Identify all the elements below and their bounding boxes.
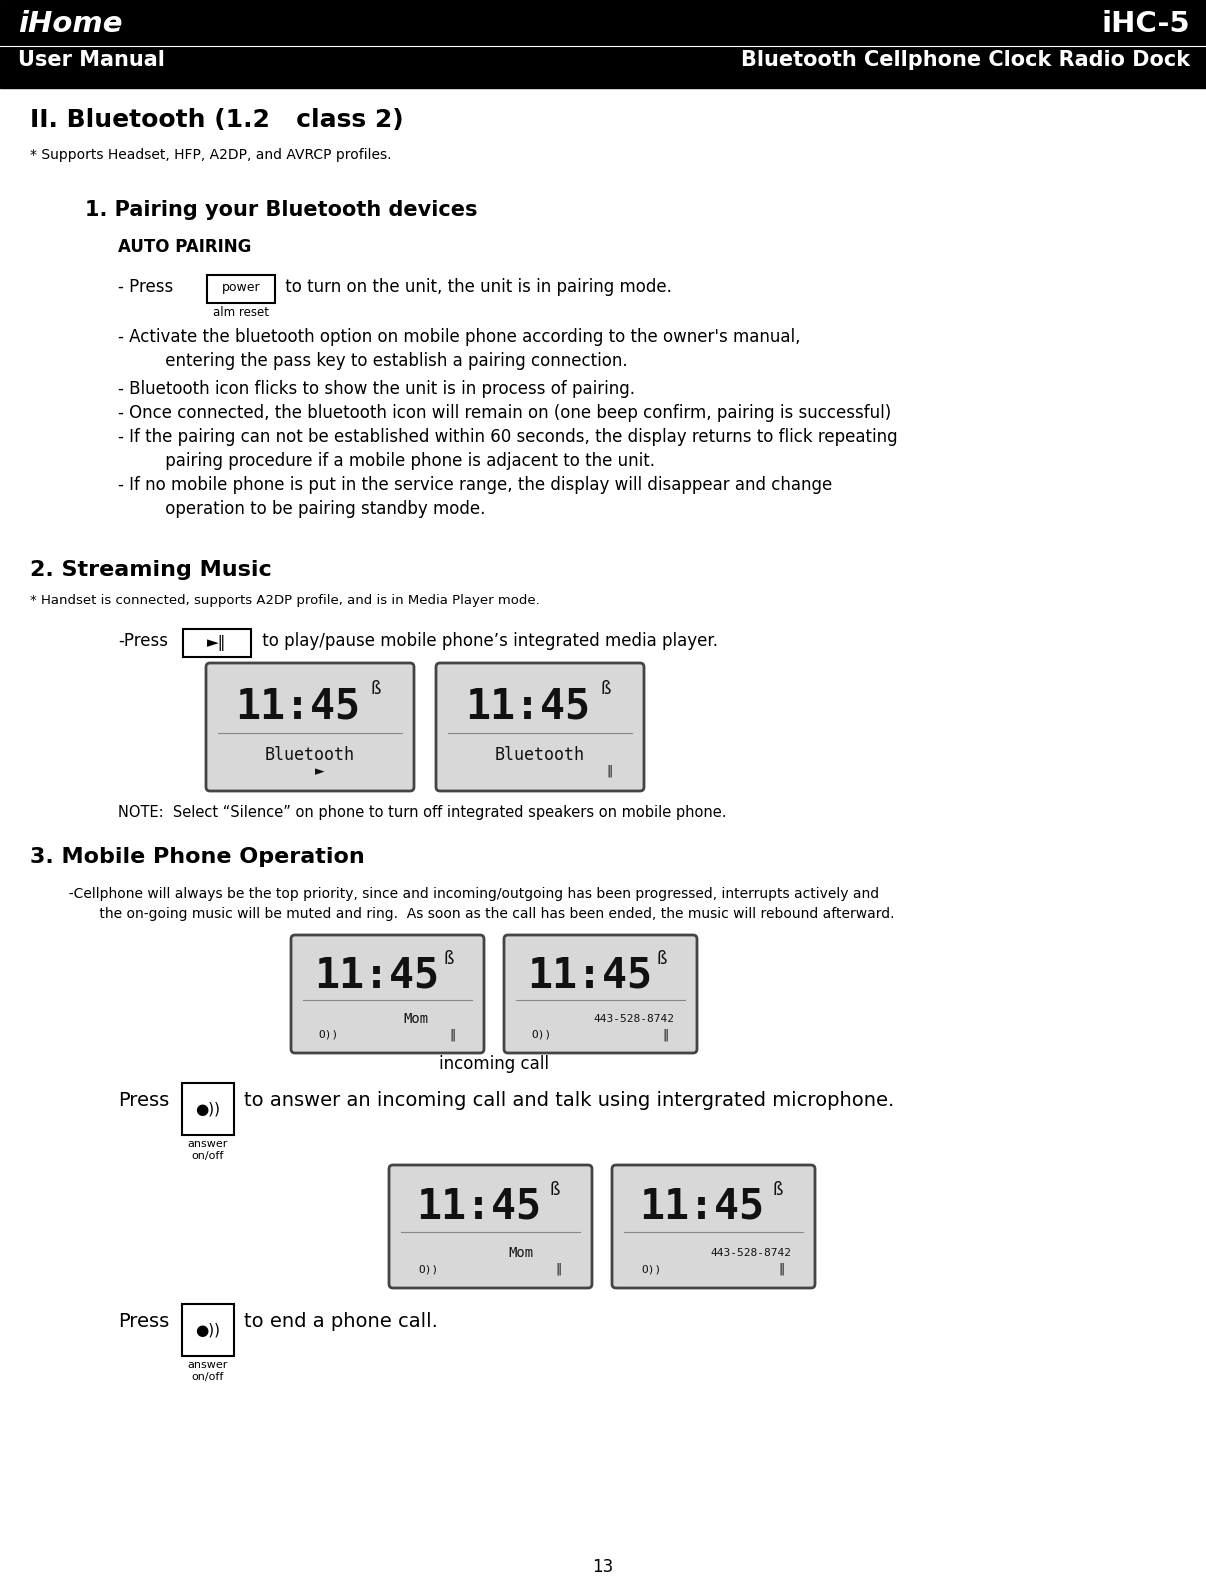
Text: answer
on/off: answer on/off [188,1139,228,1161]
Text: to answer an incoming call and talk using intergrated microphone.: to answer an incoming call and talk usin… [244,1092,895,1111]
Text: AUTO PAIRING: AUTO PAIRING [118,237,251,256]
FancyBboxPatch shape [206,663,414,791]
Text: to play/pause mobile phone’s integrated media player.: to play/pause mobile phone’s integrated … [257,631,718,650]
Text: ß: ß [550,1180,560,1199]
Text: Press: Press [118,1092,169,1111]
Text: O)): O)) [640,1264,661,1274]
Text: -Press: -Press [118,631,168,650]
Text: to turn on the unit, the unit is in pairing mode.: to turn on the unit, the unit is in pair… [280,278,672,296]
FancyBboxPatch shape [291,935,484,1054]
Text: NOTE:  Select “Silence” on phone to turn off integrated speakers on mobile phone: NOTE: Select “Silence” on phone to turn … [118,805,726,819]
Text: * Supports Headset, HFP, A2DP, and AVRCP profiles.: * Supports Headset, HFP, A2DP, and AVRCP… [30,149,392,161]
Text: 13: 13 [592,1558,614,1576]
Text: ‖: ‖ [662,1028,668,1041]
Text: entering the pass key to establish a pairing connection.: entering the pass key to establish a pai… [118,353,627,370]
Text: - If no mobile phone is put in the service range, the display will disappear and: - If no mobile phone is put in the servi… [118,476,832,494]
Text: 11:45: 11:45 [466,685,591,728]
Text: ►‖: ►‖ [207,634,227,652]
Text: ß: ß [601,680,611,698]
Text: ß: ß [370,680,381,698]
Bar [182,1084,234,1134]
Bar [207,275,275,304]
FancyBboxPatch shape [437,663,644,791]
Text: Bluetooth Cellphone Clock Radio Dock: Bluetooth Cellphone Clock Radio Dock [740,51,1190,70]
Text: 11:45: 11:45 [416,1186,541,1228]
Text: 11:45: 11:45 [314,954,439,997]
Text: ß: ß [773,1180,783,1199]
Text: * Handset is connected, supports A2DP profile, and is in Media Player mode.: * Handset is connected, supports A2DP pr… [30,593,540,607]
Text: 3. Mobile Phone Operation: 3. Mobile Phone Operation [30,846,364,867]
Text: 11:45: 11:45 [527,954,652,997]
FancyBboxPatch shape [504,935,697,1054]
Text: 1. Pairing your Bluetooth devices: 1. Pairing your Bluetooth devices [84,199,478,220]
Text: Mom: Mom [403,1012,428,1027]
Bar [182,1304,234,1356]
Text: ►: ► [315,766,324,778]
Text: 443-528-8742: 443-528-8742 [710,1248,791,1258]
Text: 11:45: 11:45 [639,1186,765,1228]
Text: - Bluetooth icon flicks to show the unit is in process of pairing.: - Bluetooth icon flicks to show the unit… [118,380,636,399]
Text: ß: ß [444,949,453,968]
FancyBboxPatch shape [390,1164,592,1288]
Text: 443-528-8742: 443-528-8742 [593,1014,674,1024]
Text: ‖: ‖ [607,766,613,778]
Bar [183,630,251,657]
Text: O)): O)) [318,1030,339,1039]
Text: iHC-5: iHC-5 [1101,9,1190,38]
Text: Bluetooth: Bluetooth [265,745,355,764]
Text: -Cellphone will always be the top priority, since and incoming/outgoing has been: -Cellphone will always be the top priori… [60,888,879,902]
Text: answer
on/off: answer on/off [188,1361,228,1381]
Text: power: power [222,282,260,294]
Text: to end a phone call.: to end a phone call. [244,1311,438,1330]
Text: ‖: ‖ [556,1262,562,1275]
FancyBboxPatch shape [611,1164,815,1288]
Text: O)): O)) [418,1264,438,1274]
Text: ●)): ●)) [195,1323,221,1337]
Text: 11:45: 11:45 [235,685,361,728]
Text: incoming call: incoming call [439,1055,549,1073]
Text: the on-going music will be muted and ring.  As soon as the call has been ended, : the on-going music will be muted and rin… [60,906,895,921]
Text: pairing procedure if a mobile phone is adjacent to the unit.: pairing procedure if a mobile phone is a… [118,452,655,470]
Text: - If the pairing can not be established within 60 seconds, the display returns t: - If the pairing can not be established … [118,429,897,446]
Text: 2. Streaming Music: 2. Streaming Music [30,560,271,581]
Text: alm reset: alm reset [213,305,269,320]
Text: ß: ß [656,949,667,968]
Text: - Press: - Press [118,278,178,296]
Text: Mom: Mom [508,1247,533,1259]
Bar [0,0,1206,89]
Text: O)): O)) [531,1030,551,1039]
Text: User Manual: User Manual [18,51,165,70]
Text: ‖: ‖ [779,1262,785,1275]
Text: - Once connected, the bluetooth icon will remain on (one beep confirm, pairing i: - Once connected, the bluetooth icon wil… [118,403,891,422]
Text: ●)): ●)) [195,1101,221,1117]
Text: ‖: ‖ [449,1028,456,1041]
Text: operation to be pairing standby mode.: operation to be pairing standby mode. [118,500,485,517]
Text: - Activate the bluetooth option on mobile phone according to the owner's manual,: - Activate the bluetooth option on mobil… [118,327,801,346]
Text: Press: Press [118,1311,169,1330]
Text: iHome: iHome [18,9,123,38]
Text: Bluetooth: Bluetooth [494,745,585,764]
Text: II. Bluetooth (1.2   class 2): II. Bluetooth (1.2 class 2) [30,108,404,131]
